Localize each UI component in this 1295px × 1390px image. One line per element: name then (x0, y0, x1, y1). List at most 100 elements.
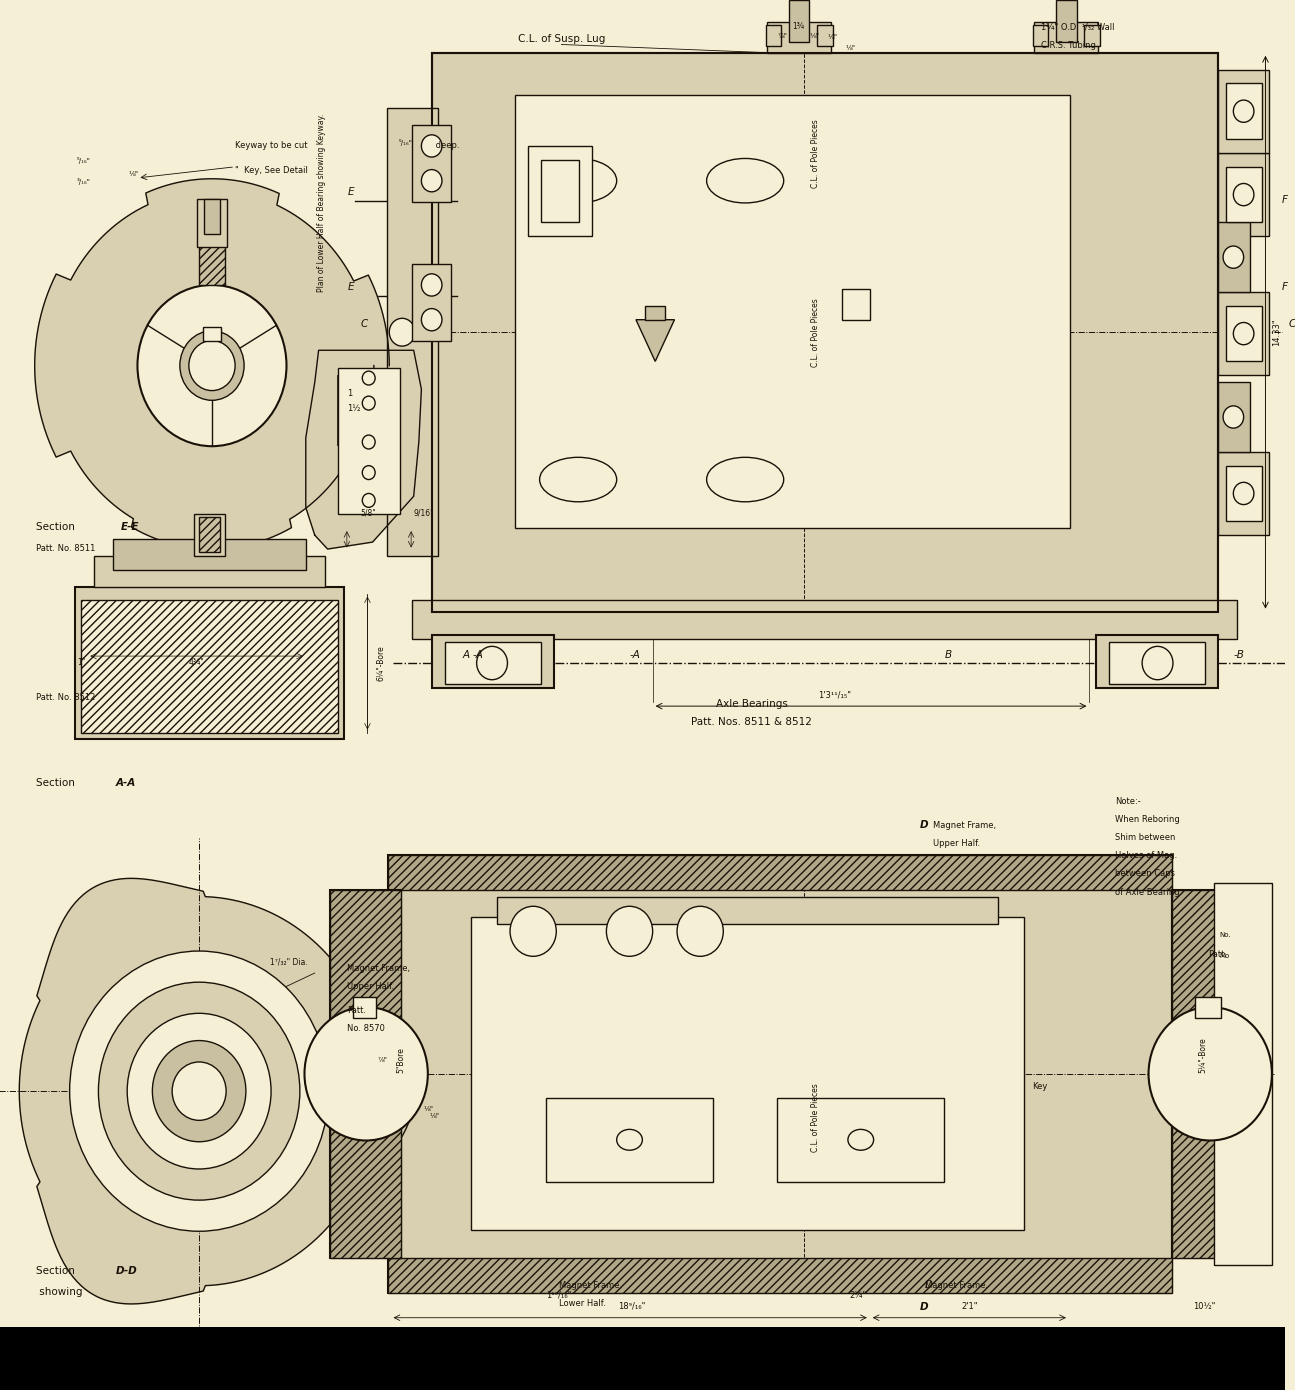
Bar (1217, 452, 1269, 535)
Text: Section: Section (36, 778, 78, 788)
Text: D: D (925, 1280, 932, 1290)
Text: C: C (1289, 320, 1295, 329)
Text: C.L. of Susp. Lug: C.L. of Susp. Lug (518, 35, 605, 44)
Bar (338, 368, 400, 514)
Circle shape (304, 1006, 427, 1140)
Bar (515, 95, 1070, 528)
Bar (471, 917, 1024, 1230)
Circle shape (1233, 100, 1254, 122)
Circle shape (421, 135, 442, 157)
Text: A: A (462, 651, 470, 660)
Text: Upper Half.: Upper Half. (932, 840, 980, 848)
Bar (1109, 642, 1206, 684)
Bar (330, 890, 401, 1258)
Bar (197, 199, 228, 247)
Bar (203, 327, 221, 341)
Text: between Caps: between Caps (1115, 870, 1175, 878)
Text: 1¹³/₁₆": 1¹³/₁₆" (546, 1291, 571, 1300)
Text: Section: Section (36, 1266, 78, 1276)
Text: alamy: alamy (13, 1364, 65, 1379)
Bar (194, 514, 225, 556)
Bar (1217, 222, 1250, 292)
Text: showing: showing (36, 1287, 83, 1297)
Text: ⁵/₁₆": ⁵/₁₆" (399, 139, 412, 146)
Bar (113, 539, 306, 570)
Circle shape (189, 341, 236, 391)
Text: 1": 1" (78, 659, 85, 667)
Text: C.L. of Pole Pieces: C.L. of Pole Pieces (811, 1083, 820, 1152)
Bar (767, 22, 831, 53)
Circle shape (70, 951, 329, 1232)
Bar (528, 146, 592, 236)
Bar (431, 53, 1217, 612)
Text: 14.33": 14.33" (1272, 318, 1281, 346)
Text: F: F (1282, 195, 1289, 206)
Bar (842, 289, 870, 320)
Bar (1172, 890, 1248, 1258)
Circle shape (421, 309, 442, 331)
Bar (444, 642, 541, 684)
Text: F: F (1282, 282, 1289, 292)
Text: Patt. Nos. 8511 & 8512: Patt. Nos. 8511 & 8512 (692, 717, 812, 727)
Circle shape (137, 285, 286, 446)
Text: D-D: D-D (115, 1266, 137, 1276)
Circle shape (1142, 646, 1173, 680)
Text: Upper Half.: Upper Half. (347, 983, 394, 991)
Circle shape (1233, 482, 1254, 505)
Text: 1¾" O.D. ¹/₃₂ Wall: 1¾" O.D. ¹/₃₂ Wall (1041, 24, 1114, 32)
Bar (1217, 292, 1269, 375)
Bar (1084, 25, 1099, 46)
Text: D: D (919, 1302, 929, 1312)
Bar (1096, 635, 1217, 688)
Circle shape (172, 1062, 227, 1120)
Circle shape (363, 396, 376, 410)
Circle shape (363, 493, 376, 507)
Text: ⅛": ⅛" (846, 46, 856, 51)
Text: Section: Section (36, 523, 78, 532)
Text: E: E (348, 186, 355, 197)
Circle shape (677, 906, 724, 956)
Bar (431, 53, 1217, 612)
Text: 1½: 1½ (347, 404, 360, 413)
Text: -B: -B (1233, 651, 1244, 660)
Circle shape (1233, 183, 1254, 206)
Circle shape (477, 646, 508, 680)
Polygon shape (636, 320, 675, 361)
Bar (75, 587, 344, 739)
Text: 2'1": 2'1" (962, 1302, 978, 1311)
Bar (497, 897, 998, 924)
Bar (431, 635, 554, 688)
Text: deep.: deep. (433, 142, 460, 150)
Text: C.L. of Pole Pieces: C.L. of Pole Pieces (811, 120, 820, 188)
Text: Magnet Frame,: Magnet Frame, (925, 1282, 988, 1290)
Circle shape (127, 1013, 271, 1169)
Bar (1225, 306, 1261, 361)
Text: Patt. No. 8511: Patt. No. 8511 (36, 545, 96, 553)
Bar (205, 199, 220, 234)
Text: Key: Key (1032, 1083, 1048, 1091)
Polygon shape (19, 878, 414, 1304)
Ellipse shape (540, 457, 616, 502)
Polygon shape (306, 350, 421, 549)
Text: 5¼"-Bore: 5¼"-Bore (1198, 1037, 1207, 1073)
Circle shape (390, 318, 414, 346)
Text: Shim between: Shim between (1115, 834, 1176, 842)
Bar (1172, 890, 1248, 1258)
Text: 1¾: 1¾ (791, 22, 804, 31)
Text: D: D (919, 820, 929, 830)
Text: ³/₁₆": ³/₁₆" (78, 178, 91, 185)
Text: 1: 1 (347, 389, 352, 398)
Text: 5"Bore: 5"Bore (396, 1047, 405, 1073)
Bar (1217, 153, 1269, 236)
Bar (789, 0, 809, 42)
Text: No.: No. (1219, 933, 1230, 938)
Bar (93, 556, 325, 587)
Ellipse shape (707, 158, 783, 203)
Bar (412, 600, 1237, 639)
Circle shape (1149, 1006, 1272, 1140)
Bar (0, 1327, 1285, 1390)
Ellipse shape (616, 1129, 642, 1151)
Text: ⁵/₁₆": ⁵/₁₆" (78, 157, 91, 164)
Bar (1225, 466, 1261, 521)
Bar (199, 517, 220, 552)
